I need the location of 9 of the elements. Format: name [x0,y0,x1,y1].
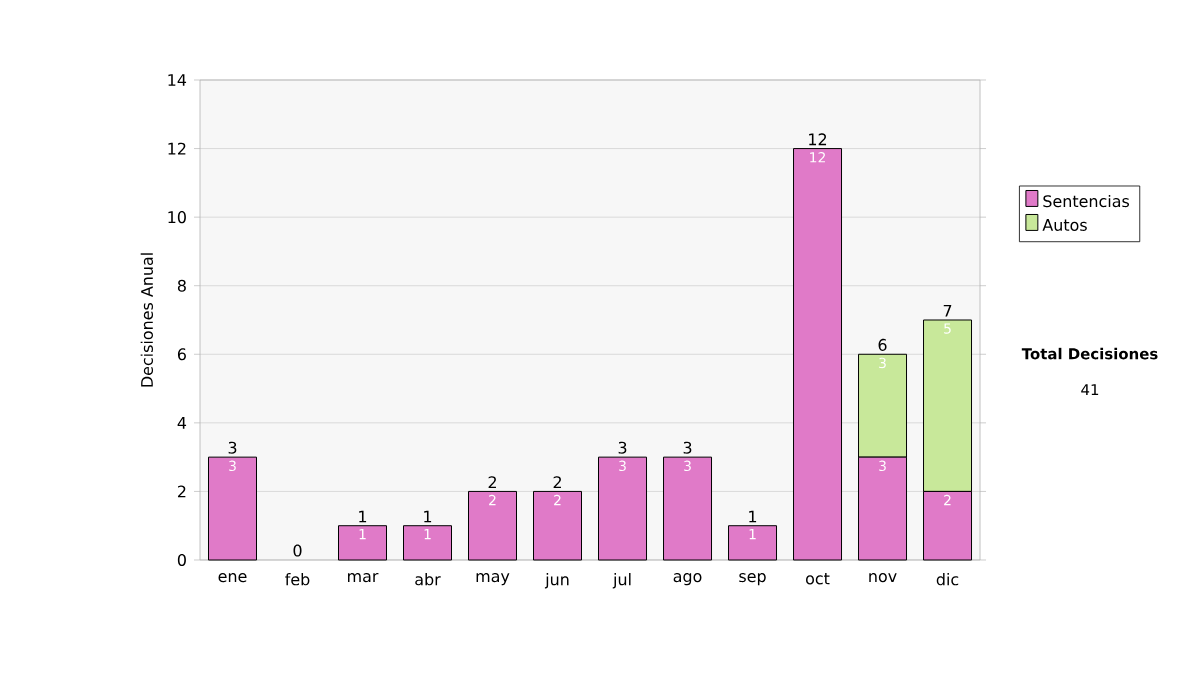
bar [208,456,258,561]
bar [663,456,713,561]
bar [598,456,648,561]
bar [403,525,453,561]
bar [338,525,388,561]
bar [468,490,518,561]
bar [793,148,843,561]
bar [728,525,778,561]
bar [533,490,583,561]
